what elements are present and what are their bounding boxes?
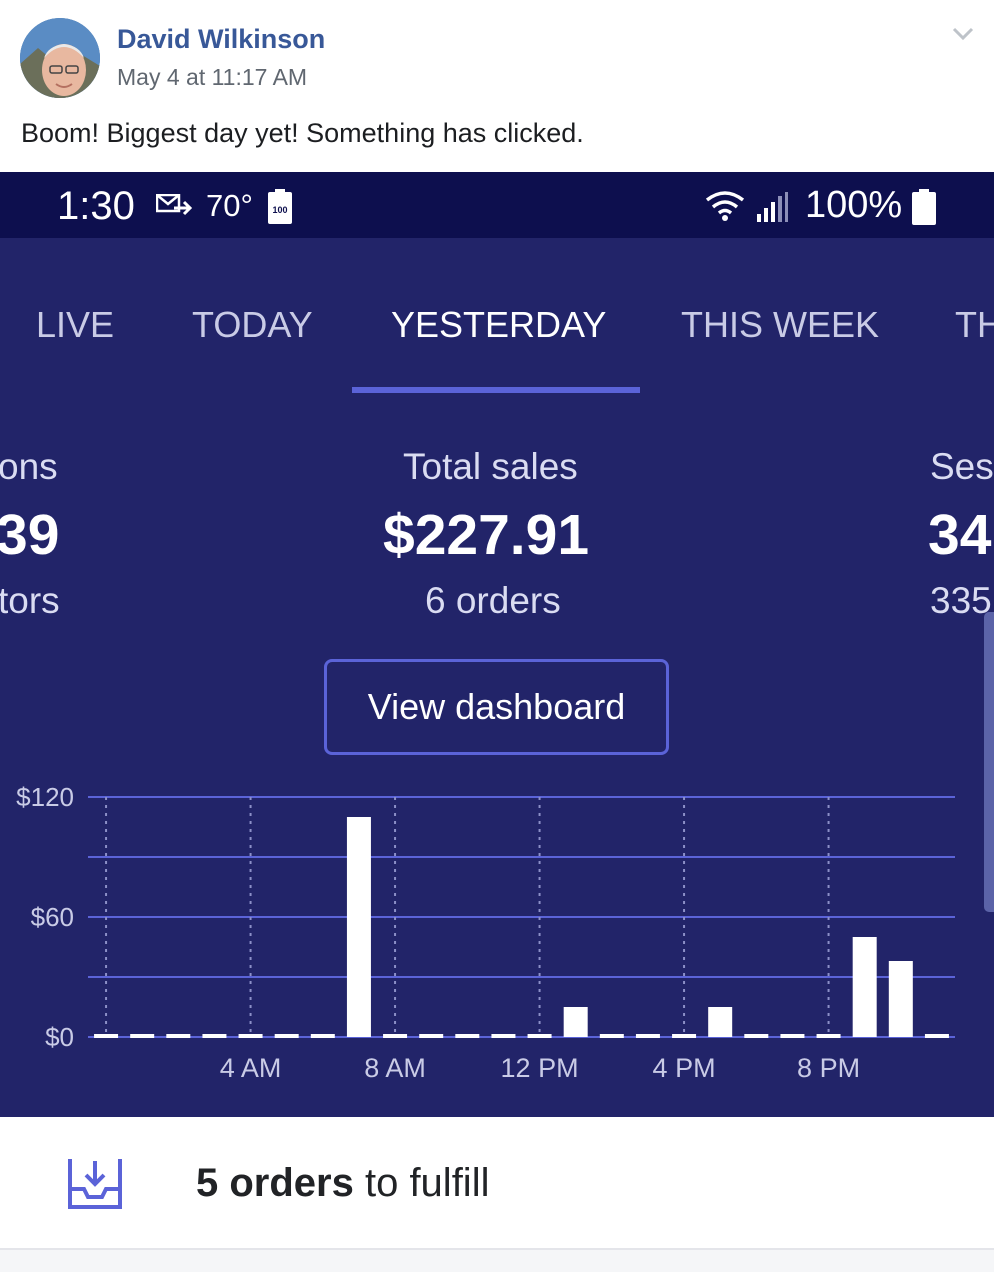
bar — [563, 1007, 588, 1037]
bar — [491, 1034, 516, 1038]
orders-count-text: 5 orders — [196, 1161, 354, 1205]
orders-to-fulfill-card[interactable]: 5 orders to fulfill — [0, 1117, 994, 1250]
bar — [202, 1034, 227, 1038]
y-tick-label: $120 — [16, 782, 74, 812]
bar — [816, 1034, 841, 1038]
x-tick-label: 4 PM — [653, 1053, 716, 1083]
status-time: 1:30 — [57, 184, 135, 228]
battery-icon — [912, 189, 936, 230]
tab-today[interactable]: TODAY — [192, 304, 313, 345]
active-tab-indicator — [352, 387, 640, 393]
scrollbar[interactable] — [984, 612, 994, 912]
battery-percent: 100% — [805, 184, 903, 226]
x-tick-label: 12 PM — [501, 1053, 579, 1083]
sessions-value: 34 — [928, 503, 992, 567]
bar — [635, 1034, 660, 1038]
bar — [672, 1034, 697, 1038]
metric-left-label: ons — [0, 446, 58, 487]
sessions-label: Ses — [930, 446, 994, 487]
bar — [599, 1034, 624, 1038]
bar — [852, 937, 877, 1037]
bar — [924, 1034, 949, 1038]
wifi-icon — [704, 189, 746, 226]
metric-left-sub: tors — [0, 580, 60, 621]
bar — [346, 817, 371, 1037]
total-sales-label: Total sales — [403, 446, 578, 487]
orders-to-fulfill-text[interactable]: 5 orders to fulfill — [196, 1161, 489, 1206]
bar — [274, 1034, 299, 1038]
bar — [708, 1007, 733, 1037]
post-text: Boom! Biggest day yet! Something has cli… — [21, 118, 584, 148]
bar — [383, 1034, 408, 1038]
x-tick-label: 4 AM — [220, 1053, 282, 1083]
card-footer-strip — [0, 1250, 994, 1272]
post-header: David Wilkinson May 4 at 11:17 AM Boom! … — [0, 0, 994, 172]
bar — [527, 1034, 552, 1038]
avatar[interactable] — [20, 18, 100, 98]
tab-live[interactable]: LIVE — [36, 304, 115, 345]
shared-screenshot: 1:30 70° 100 — [0, 172, 994, 1117]
bar — [130, 1034, 155, 1038]
view-dashboard-button[interactable]: View dashboard — [324, 659, 669, 755]
tab-this-month[interactable]: TH — [955, 304, 994, 345]
y-tick-label: $60 — [31, 902, 74, 932]
bar — [419, 1034, 444, 1038]
bar — [888, 961, 913, 1037]
tab-this-week[interactable]: THIS WEEK — [681, 304, 880, 345]
bar — [238, 1034, 263, 1038]
total-sales-value: $227.91 — [383, 503, 590, 567]
bar — [455, 1034, 480, 1038]
bar — [780, 1034, 805, 1038]
y-tick-label: $0 — [45, 1022, 74, 1052]
x-tick-label: 8 AM — [364, 1053, 426, 1083]
orders-count: 6 orders — [425, 580, 561, 621]
chevron-down-icon[interactable] — [946, 18, 980, 48]
post-timestamp[interactable]: May 4 at 11:17 AM — [117, 64, 308, 90]
author-name[interactable]: David Wilkinson — [117, 24, 326, 54]
orders-suffix-text: to fulfill — [353, 1161, 490, 1205]
bar — [744, 1034, 769, 1038]
small-battery-label: 100 — [272, 205, 287, 215]
tab-yesterday[interactable]: YESTERDAY — [391, 304, 607, 345]
mail-icon — [155, 193, 193, 225]
signal-icon — [755, 192, 789, 227]
bar — [310, 1034, 335, 1038]
metric-left-value: 39 — [0, 503, 60, 567]
battery-small-icon: 100 — [267, 189, 293, 230]
inbox-download-icon — [66, 1155, 124, 1216]
sales-chart: $0 $60 $120 4 AM 8 AM 12 PM 4 PM 8 PM — [16, 782, 955, 1083]
status-bar: 1:30 70° 100 — [0, 172, 994, 238]
x-tick-label: 8 PM — [797, 1053, 860, 1083]
bar — [166, 1034, 191, 1038]
sessions-sub: 335 — [930, 580, 992, 621]
bar — [94, 1034, 119, 1038]
status-temperature: 70° — [206, 188, 253, 223]
